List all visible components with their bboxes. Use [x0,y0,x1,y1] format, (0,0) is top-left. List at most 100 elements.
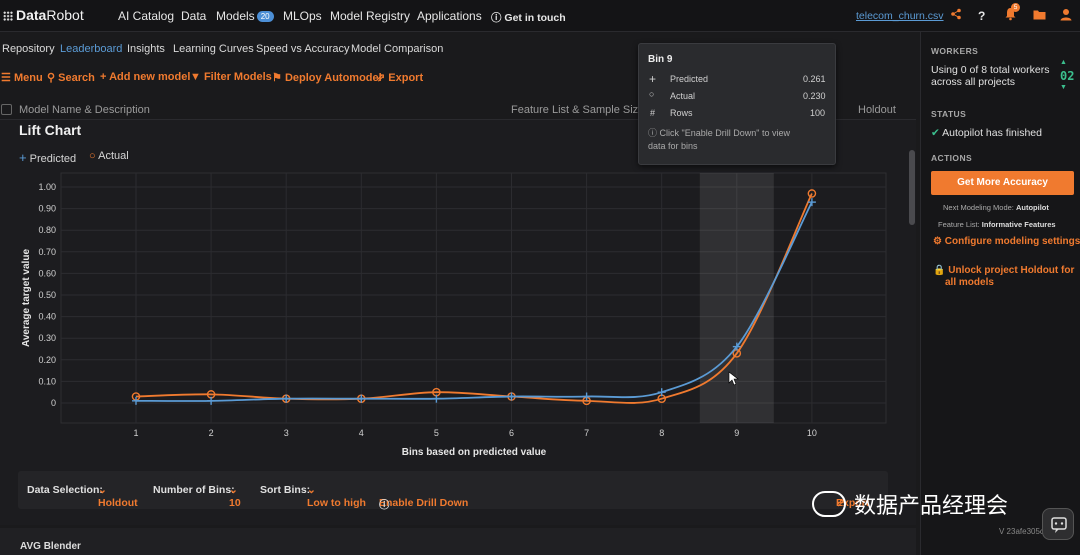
wechat-icon [812,491,846,517]
hamburger-icon: ☰ [1,72,11,84]
legend-actual-label: Actual [98,150,129,162]
tooltip-actual-value: 0.230 [803,91,826,101]
actions-heading: ACTIONS [931,153,973,163]
tooltip-rows-label: Rows [670,108,693,118]
get-in-touch-link[interactable]: ⓘ Get in touch [491,10,566,25]
menu-button[interactable]: ☰ Menu [1,71,43,84]
workers-up-arrow-icon[interactable]: ▲ [1060,59,1067,66]
tooltip-predicted-label: Predicted [670,74,709,84]
next-modeling-mode: Next Modeling Mode: Autopilot [943,203,1049,212]
configure-label: Configure modeling settings [944,236,1080,247]
nav-mlops[interactable]: MLOps [283,9,322,23]
select-all-checkbox[interactable] [1,104,12,115]
leaderboard-table-header: Model Name & Description Feature List & … [0,100,916,120]
legend-actual[interactable]: ○ Actual [89,150,129,162]
notification-count-badge: 5 [1011,3,1020,12]
tooltip-hint-line1: ⓘ Click "Enable Drill Down" to view [648,126,790,139]
y-tick-label: 0.70 [38,247,56,257]
version-label: V 23afe305c [999,527,1044,536]
data-selection-label: Data Selection: [27,484,103,496]
menu-label: Menu [13,72,43,84]
chat-assistant-icon[interactable] [1042,508,1074,540]
flag-icon: ⚑ [272,72,282,84]
column-header-feature-list[interactable]: Feature List & Sample Size [511,104,645,116]
tooltip-predicted-value: 0.261 [803,74,826,84]
lock-icon: 🔒 [933,265,946,276]
predicted-line [135,201,813,402]
export-button[interactable]: ⇗ Export [376,71,423,84]
get-in-touch-label: Get in touch [504,12,566,24]
configure-modeling-settings-link[interactable]: ⚙ Configure modeling settings [933,236,1080,247]
y-tick-label: 0.50 [38,290,56,300]
predicted-point [282,394,291,403]
plus-icon: + [100,71,107,83]
number-of-bins-label: Number of Bins: [153,484,235,496]
tooltip-rows-hash-icon: # [650,108,656,118]
sort-bins-dropdown[interactable]: Low to high ⌄ [307,484,366,509]
get-more-accuracy-button[interactable]: Get More Accuracy [931,171,1074,195]
nav-models[interactable]: Models 20 [216,9,274,23]
add-new-model-button[interactable]: + Add new model [100,71,190,83]
predicted-point [507,392,516,401]
column-header-holdout[interactable]: Holdout [858,104,896,116]
next-leaderboard-row[interactable]: AVG Blender [0,528,916,555]
feature-list-label: Feature List: [938,220,980,229]
nav-model-registry[interactable]: Model Registry [330,9,411,23]
feature-list-value: Informative Features [981,220,1056,229]
legend-predicted[interactable]: + Predicted [19,150,76,165]
sort-bins-value: Low to high [307,497,366,509]
tab-leaderboard[interactable]: Leaderboard [60,43,123,55]
predicted-point [132,396,140,405]
project-file-link[interactable]: telecom_churn.csv [856,10,944,22]
tab-repository[interactable]: Repository [2,43,55,55]
lift-chart[interactable]: 0 0.10 0.20 0.30 0.40 0.50 0.60 0.70 0.80 0.90 1.0… [0,165,916,465]
user-icon[interactable] [1060,8,1072,24]
nav-applications[interactable]: Applications [417,9,482,23]
deploy-automodel-button[interactable]: ⚑ Deploy Automodel [272,71,382,84]
folder-icon[interactable] [1033,9,1046,23]
search-button[interactable]: ⚲ Search [47,71,95,84]
tooltip-hint-text1: Click "Enable Drill Down" to view [659,128,790,138]
add-new-model-label: Add new model [109,71,191,83]
sort-bins-label: Sort Bins: [260,484,311,496]
lift-chart-controls: Data Selection: Holdout ⌄ Number of Bins… [18,471,888,511]
column-header-model-name[interactable]: Model Name & Description [19,104,150,116]
check-circle-icon: ✔ [931,127,940,139]
nav-data[interactable]: Data [181,9,207,23]
vertical-scrollbar[interactable] [909,150,915,225]
tab-model-comparison[interactable]: Model Comparison [351,43,444,55]
tooltip-predicted-plus-icon: + [649,72,657,86]
number-of-bins-dropdown[interactable]: 10 ⌄ [229,484,241,509]
workers-down-arrow-icon[interactable]: ▼ [1060,84,1067,91]
tooltip-title: Bin 9 [648,54,673,65]
tab-speed-vs-accuracy[interactable]: Speed vs Accuracy [256,43,350,55]
tab-learning-curves[interactable]: Learning Curves [173,43,254,55]
lift-chart-title: Lift Chart [19,122,82,138]
tooltip-actual-label: Actual [670,91,696,101]
x-tick-label: 4 [359,428,364,438]
app-grid-icon[interactable] [3,11,13,21]
filter-models-label: Filter Models [203,71,272,83]
filter-models-button[interactable]: ▼ Filter Models [190,71,272,83]
workers-heading: WORKERS [931,46,979,56]
right-sidebar: WORKERS Using 0 of 8 total workers acros… [920,32,1080,555]
deploy-automodel-label: Deploy Automodel [284,72,382,84]
mouse-cursor-icon [728,371,739,386]
data-selection-dropdown[interactable]: Holdout ⌄ [98,484,138,509]
logo-data-text: Data [16,7,47,23]
datarobot-logo[interactable]: DataRobot [16,7,84,23]
help-icon[interactable]: ? [978,9,986,23]
tab-insights[interactable]: Insights [127,43,165,55]
next-mode-label: Next Modeling Mode: [943,203,1014,212]
status-heading: STATUS [931,109,967,119]
x-tick-label: 7 [584,428,589,438]
predicted-point [732,342,741,351]
unlock-holdout-link[interactable]: 🔒 Unlock project Holdout for all models [933,265,1074,289]
y-tick-label: 1.00 [38,182,56,192]
share-icon[interactable] [950,8,962,23]
nav-ai-catalog[interactable]: AI Catalog [118,9,175,23]
enable-drill-down-label: Enable Drill Down [379,497,469,509]
predicted-point [357,394,366,403]
number-of-bins-value: 10 [229,497,241,509]
x-tick-label: 9 [734,428,739,438]
